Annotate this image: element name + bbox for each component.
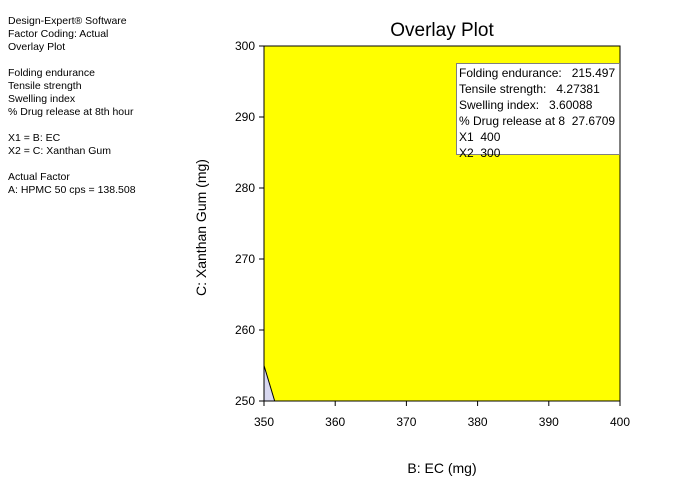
factor-item: X2 = C: Xanthan Gum bbox=[8, 145, 112, 157]
x-tick-label: 360 bbox=[325, 415, 345, 429]
chart-title: Overlay Plot bbox=[390, 20, 494, 41]
tooltip-line: X2 300 bbox=[459, 146, 501, 160]
region-boundary-line bbox=[263, 365, 276, 402]
x-tick-label: 380 bbox=[468, 415, 488, 429]
y-tick-label: 280 bbox=[235, 181, 255, 195]
tooltip-line: % Drug release at 8 27.6709 bbox=[459, 114, 616, 128]
point-tooltip: Folding endurance: 215.497 Tensile stren… bbox=[456, 63, 620, 160]
x-tick-label: 370 bbox=[396, 415, 416, 429]
software-name: Design-Expert® Software bbox=[8, 15, 127, 27]
y-tick-label: 260 bbox=[235, 323, 255, 337]
y-tick-label: 250 bbox=[235, 394, 255, 408]
y-tick-label: 290 bbox=[235, 110, 255, 124]
x-tick-label: 390 bbox=[539, 415, 559, 429]
y-axis-label: C: Xanthan Gum (mg) bbox=[193, 159, 209, 296]
x-axis-label: B: EC (mg) bbox=[407, 460, 477, 476]
plot-frame bbox=[263, 45, 621, 402]
tooltip-line: Swelling index: 3.60088 bbox=[459, 98, 593, 112]
response-item: % Drug release at 8th hour bbox=[8, 106, 134, 118]
response-item: Tensile strength bbox=[8, 80, 82, 92]
response-item: Swelling index bbox=[8, 93, 76, 105]
tooltip-line: Folding endurance: 215.497 bbox=[459, 66, 616, 80]
y-tick-label: 300 bbox=[235, 39, 255, 53]
factor-coding: Factor Coding: Actual bbox=[8, 28, 109, 40]
tooltip-line: Tensile strength: 4.27381 bbox=[459, 82, 600, 96]
x-tick-label: 350 bbox=[254, 415, 274, 429]
tooltip-line: X1 400 bbox=[459, 130, 501, 144]
plot-name: Overlay Plot bbox=[8, 41, 66, 53]
actual-factor-value: A: HPMC 50 cps = 138.508 bbox=[8, 184, 136, 196]
response-item: Folding endurance bbox=[8, 67, 95, 79]
x-tick-label: 400 bbox=[610, 415, 630, 429]
info-panel: Design-Expert® Software Factor Coding: A… bbox=[8, 15, 136, 197]
y-tick-label: 270 bbox=[235, 252, 255, 266]
actual-factor-heading: Actual Factor bbox=[8, 171, 70, 183]
factor-item: X1 = B: EC bbox=[8, 132, 61, 144]
